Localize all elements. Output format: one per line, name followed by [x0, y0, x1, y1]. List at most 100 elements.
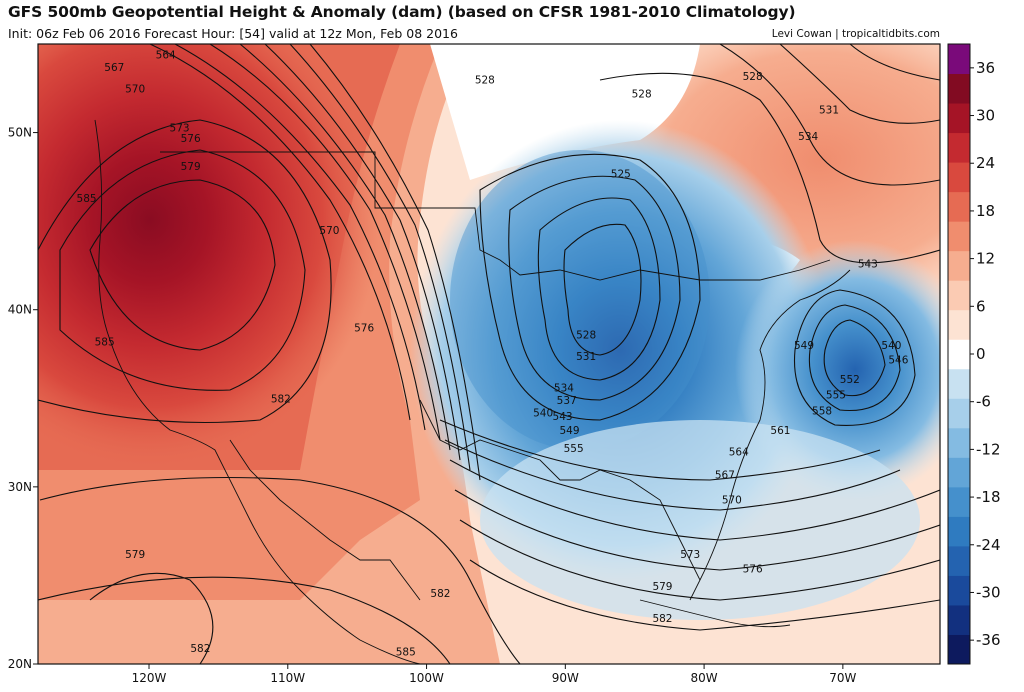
- coastlines-and-borders: [94, 119, 851, 664]
- contour-label: 531: [576, 351, 596, 363]
- contour-label: 579: [181, 161, 201, 173]
- contour-label: 528: [743, 71, 763, 83]
- colorbar-segment: [948, 339, 970, 370]
- colorbar-tick-label: -18: [976, 488, 1001, 506]
- contour-label: 567: [104, 62, 124, 74]
- contour-line: [719, 44, 940, 186]
- lon-tick-label: 90W: [552, 671, 579, 685]
- anomaly-colorbar: 36 30 24 18 12 6 0 -6 -12 -18 -24 -30 -36: [947, 43, 1001, 665]
- contour-label: 564: [729, 446, 749, 458]
- contour-label: 576: [743, 563, 763, 575]
- colorbar-segment: [948, 221, 970, 252]
- colorbar-segment: [948, 250, 970, 281]
- colorbar-segment: [948, 604, 970, 635]
- contour-line: [309, 44, 481, 481]
- colorbar-segment: [948, 103, 970, 134]
- contour-label: 585: [95, 337, 115, 349]
- contour-label: 582: [430, 588, 450, 600]
- border-north: [160, 151, 831, 281]
- contour-label: 576: [181, 133, 201, 145]
- contour-line: [823, 319, 886, 397]
- contour-label: 582: [271, 393, 291, 405]
- contour-line: [779, 44, 940, 124]
- lon-tick-label: 120W: [132, 671, 167, 685]
- contour-label: 576: [354, 322, 374, 334]
- contour-label: 528: [576, 330, 596, 342]
- contour-label: 570: [319, 225, 339, 237]
- contour-line: [209, 44, 441, 441]
- colorbar-segment: [948, 516, 970, 547]
- contour-line: [264, 44, 461, 461]
- lat-tick-label: 30N: [8, 480, 32, 494]
- contour-label: 564: [156, 50, 176, 62]
- contour-line: [459, 519, 940, 601]
- contour-line: [793, 289, 916, 426]
- colorbar-tick-label: -24: [976, 536, 1001, 554]
- anomaly-warm-west-core: [38, 44, 380, 470]
- colorbar-segment: [948, 162, 970, 193]
- colorbar-tick-label: -36: [976, 631, 1001, 649]
- colorbar-segment: [948, 545, 970, 576]
- contour-label: 570: [722, 494, 742, 506]
- colorbar-segment: [948, 457, 970, 488]
- contour-label: 585: [77, 193, 97, 205]
- colorbar-tick-label: 18: [976, 202, 995, 220]
- contour-line: [439, 419, 881, 481]
- contour-label: 531: [819, 105, 839, 117]
- contour-label: 573: [680, 549, 700, 561]
- contour-label: 537: [557, 395, 577, 407]
- contour-label: 561: [770, 425, 790, 437]
- lat-tick-label: 20N: [8, 657, 32, 671]
- contour-line: [449, 459, 940, 541]
- contour-line: [599, 72, 940, 264]
- contour-label: 567: [715, 469, 735, 481]
- contour-label: 573: [170, 122, 190, 134]
- lon-tick-label: 110W: [270, 671, 305, 685]
- contour-line: [849, 44, 940, 81]
- lat-tick-label: 40N: [8, 303, 32, 317]
- contour-label: 570: [125, 83, 145, 95]
- contour-line: [39, 476, 521, 664]
- colorbar-segment: [948, 398, 970, 429]
- colorbar-segment: [948, 73, 970, 104]
- colorbar-segment: [948, 44, 970, 75]
- colorbar-segment: [948, 309, 970, 340]
- anomaly-neutral-north: [430, 44, 700, 180]
- contour-label: 528: [632, 89, 652, 101]
- contour-line: [469, 559, 940, 631]
- contour-label: 546: [888, 354, 908, 366]
- map-title: GFS 500mb Geopotential Height & Anomaly …: [8, 3, 796, 21]
- contour-line: [38, 119, 332, 424]
- contour-line: [563, 223, 642, 356]
- contour-line: [89, 179, 276, 351]
- contour-label: 582: [652, 613, 672, 625]
- colorbar-tick-label: 30: [976, 107, 995, 125]
- coastline-east: [699, 269, 851, 581]
- contour-label: 528: [475, 74, 495, 86]
- contour-line: [89, 572, 214, 664]
- colorbar-tick-label: 12: [976, 250, 995, 268]
- contour-line: [508, 175, 681, 401]
- colorbar-tick-label: -12: [976, 440, 1001, 458]
- contour-label: 555: [826, 390, 846, 402]
- colorbar-segment: [948, 368, 970, 399]
- lat-tick-label: 50N: [8, 126, 32, 140]
- contour-label: 585: [396, 647, 416, 659]
- anomaly-cold-south: [480, 420, 920, 620]
- contour-label: 549: [794, 340, 814, 352]
- contour-label: 582: [190, 643, 210, 655]
- lon-tick-label: 100W: [409, 671, 444, 685]
- lon-tick-label: 70W: [829, 671, 856, 685]
- contour-line: [149, 44, 411, 421]
- contour-line: [38, 576, 451, 664]
- contour-label: 525: [611, 168, 631, 180]
- contour-line: [239, 44, 451, 451]
- colorbar-segment: [948, 634, 970, 665]
- contour-label: 534: [798, 131, 818, 143]
- colorbar-tick-label: 24: [976, 154, 995, 172]
- colorbar-segment: [948, 427, 970, 458]
- contour-label: 552: [840, 374, 860, 386]
- contour-line: [59, 149, 306, 391]
